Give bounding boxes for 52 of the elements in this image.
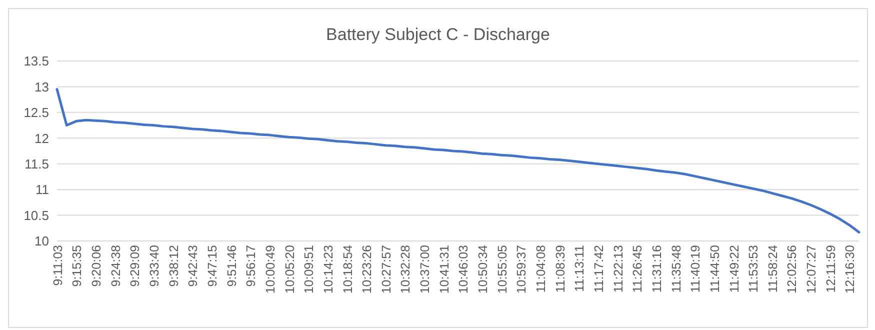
- x-tick-label: 10:55:05: [495, 244, 510, 294]
- x-tick-label: 9:11:03: [50, 244, 65, 286]
- x-tick-label: 11:04:08: [534, 244, 548, 293]
- x-tick-label: 12:07:27: [804, 244, 819, 294]
- x-tick-label: 9:24:38: [108, 244, 123, 287]
- x-tick-label: 11:13:11: [572, 244, 587, 292]
- y-tick-label: 13.5: [24, 54, 49, 69]
- x-tick-label: 11:26:45: [630, 244, 645, 293]
- x-tick-label: 9:56:17: [244, 244, 258, 287]
- x-tick-label: 11:44:50: [708, 244, 722, 293]
- x-tick-label: 9:51:46: [224, 244, 239, 287]
- y-tick-label: 12.5: [24, 105, 49, 120]
- x-tick-label: 11:31:16: [650, 244, 664, 293]
- x-tick-label: 9:42:43: [186, 244, 200, 287]
- x-tick-label: 9:15:35: [70, 244, 84, 287]
- x-tick-label: 9:47:15: [205, 244, 220, 287]
- x-tick-label: 11:22:13: [611, 244, 626, 293]
- x-tick-label: 11:17:42: [592, 244, 606, 293]
- x-tick-label: 11:53:53: [746, 244, 761, 293]
- y-tick-label: 10: [34, 234, 49, 249]
- x-tick-label: 9:20:06: [90, 244, 104, 287]
- x-tick-label: 12:02:56: [785, 244, 800, 294]
- x-tick-label: 9:38:12: [166, 244, 181, 287]
- y-tick-label: 11.5: [24, 156, 49, 172]
- x-tick-label: 12:16:30: [843, 244, 858, 294]
- x-tick-label: 10:32:28: [398, 244, 413, 294]
- x-tick-label: 9:33:40: [148, 244, 162, 287]
- x-tick-label: 11:08:39: [553, 244, 568, 293]
- x-tick-label: 10:00:49: [263, 244, 278, 294]
- x-tick-label: 12:11:59: [824, 244, 838, 293]
- y-tick-label: 11: [36, 182, 49, 198]
- x-tick-label: 10:05:20: [282, 244, 297, 294]
- x-tick-label: 10:50:34: [476, 244, 490, 294]
- x-tick-label: 9:29:09: [128, 244, 142, 287]
- chart-title: Battery Subject C - Discharge: [325, 25, 551, 46]
- x-tick-label: 10:59:37: [514, 244, 529, 294]
- line-series: [56, 88, 860, 234]
- x-tick-label: 11:35:48: [669, 244, 684, 293]
- y-tick-label: 10.5: [24, 208, 49, 223]
- x-tick-label: 10:14:23: [321, 244, 336, 294]
- x-tick-label: 10:27:57: [379, 244, 394, 294]
- x-tick-label: 10:37:00: [418, 244, 432, 294]
- x-tick-label: 10:46:03: [456, 244, 471, 294]
- x-tick-label: 10:23:26: [360, 244, 374, 294]
- y-tick-label: 13: [34, 79, 49, 94]
- x-tick-label: 10:18:54: [340, 244, 355, 294]
- x-tick-label: 11:58:24: [766, 244, 780, 293]
- y-tick-label: 12: [34, 130, 49, 146]
- x-tick-label: 10:09:51: [302, 244, 316, 294]
- x-tick-label: 10:41:31: [437, 244, 452, 294]
- x-tick-label: 11:40:19: [688, 244, 703, 293]
- x-tick-label: 11:49:22: [727, 244, 742, 293]
